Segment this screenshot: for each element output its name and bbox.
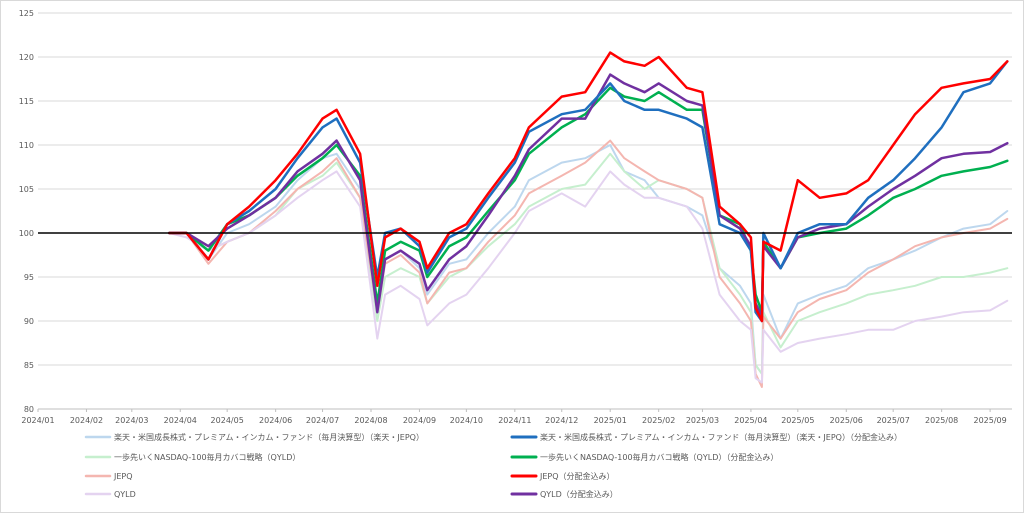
y-tick-label: 105 xyxy=(19,185,34,194)
y-tick-label: 95 xyxy=(24,273,34,282)
x-tick-label: 2025/06 xyxy=(830,416,863,425)
x-tick-label: 2024/08 xyxy=(354,416,387,425)
y-tick-label: 100 xyxy=(19,229,34,238)
x-tick-label: 2025/09 xyxy=(973,416,1006,425)
x-tick-label: 2025/05 xyxy=(781,416,814,425)
x-tick-label: 2025/03 xyxy=(686,416,719,425)
y-tick-label: 115 xyxy=(19,97,34,106)
y-tick-label: 80 xyxy=(24,405,34,414)
series-line-3 xyxy=(168,152,1009,375)
x-axis: 2024/01 2024/02 2024/03 2024/04 2024/05 2024/… xyxy=(21,408,1012,425)
x-tick-label: 2025/07 xyxy=(877,416,910,425)
x-tick-label: 2024/10 xyxy=(450,416,483,425)
x-tick-label: 2024/01 xyxy=(21,416,54,425)
legend-label-2: 楽天・米国成長株式・プレミアム・インカム・ファンド（毎月決算型）（楽天・JEPQ… xyxy=(540,432,902,442)
legend-label-4: 一歩先いくNASDAQ-100毎月カバコ戦略（QYLD）（分配金込み） xyxy=(540,452,778,462)
legend-label-3: 一歩先いくNASDAQ-100毎月カバコ戦略（QYLD） xyxy=(114,452,300,462)
x-tick-label: 2025/04 xyxy=(734,416,767,425)
x-tick-label: 2024/12 xyxy=(545,416,578,425)
series-lines xyxy=(168,51,1009,388)
y-axis: 80 85 90 95 100 105 110 115 120 125 xyxy=(19,9,34,414)
x-tick-label: 2024/06 xyxy=(259,416,292,425)
series-line-6 xyxy=(168,51,1009,323)
x-tick-label: 2024/05 xyxy=(211,416,244,425)
legend-label-6: JEPQ（分配金込み） xyxy=(539,471,615,481)
series-line-1 xyxy=(168,144,1009,375)
series-line-4 xyxy=(168,86,1009,314)
legend-label-8: QYLD（分配金込み） xyxy=(540,489,618,499)
y-tick-label: 90 xyxy=(24,317,34,326)
x-tick-label: 2024/04 xyxy=(164,416,197,425)
y-tick-label: 120 xyxy=(19,53,34,62)
y-tick-label: 110 xyxy=(19,141,34,150)
series-line-8 xyxy=(168,73,1009,318)
x-tick-label: 2025/02 xyxy=(642,416,675,425)
legend: 楽天・米国成長株式・プレミアム・インカム・ファンド（毎月決算型）（楽天・JEPQ… xyxy=(84,432,902,499)
x-tick-label: 2024/09 xyxy=(403,416,436,425)
x-tick-label: 2025/08 xyxy=(925,416,958,425)
legend-label-1: 楽天・米国成長株式・プレミアム・インカム・ファンド（毎月決算型）（楽天・JEPQ… xyxy=(114,432,424,442)
x-tick-label: 2024/07 xyxy=(306,416,339,425)
y-tick-label: 85 xyxy=(24,361,34,370)
legend-label-5: JEPQ xyxy=(113,472,133,481)
x-tick-label: 2024/11 xyxy=(498,416,531,425)
series-line-5 xyxy=(168,139,1009,388)
x-tick-label: 2025/01 xyxy=(594,416,627,425)
series-line-7 xyxy=(168,170,1009,384)
legend-label-7: QYLD xyxy=(114,490,136,499)
x-tick-label: 2024/02 xyxy=(70,416,103,425)
series-line-2 xyxy=(168,60,1009,323)
y-tick-label: 125 xyxy=(19,9,34,18)
x-tick-label: 2024/03 xyxy=(115,416,148,425)
